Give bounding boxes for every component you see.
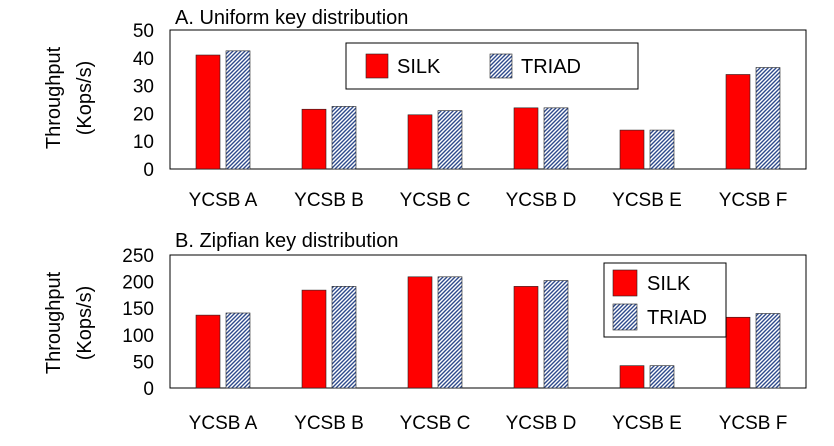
x-category-label: YCSB B (294, 190, 364, 211)
bar-triad-ycsb-f (755, 67, 781, 170)
legend-swatch-triad (489, 53, 513, 79)
x-categories: YCSB A YCSB B YCSB C YCSB D YCSB E YCSB F (189, 413, 788, 434)
legend-swatch-silk (365, 53, 389, 79)
bar-triad-ycsb-a (225, 50, 251, 170)
bar-triad-ycsb-d (543, 280, 569, 389)
y-axis-label: Throughput (Kops/s) (43, 46, 96, 149)
bar-triad-ycsb-b (331, 106, 357, 170)
bar-silk-ycsb-d (513, 107, 539, 170)
plot-frame (169, 29, 807, 170)
y-tick-label: 30 (133, 77, 154, 98)
x-category-label: YCSB A (189, 190, 258, 211)
bar-triad-ycsb-e (649, 365, 675, 389)
y-tick-label: 20 (133, 104, 154, 125)
x-category-label: YCSB E (612, 190, 682, 211)
bar-silk-ycsb-f (725, 316, 751, 389)
x-category-label: YCSB B (294, 413, 364, 434)
y-tick-label: 100 (122, 326, 154, 347)
chart-title: A. Uniform key distribution (175, 7, 408, 29)
bar-triad-ycsb-f (755, 313, 781, 389)
bar-silk-ycsb-b (301, 289, 327, 389)
y-tick-label: 50 (133, 21, 154, 42)
bar-silk-ycsb-c (407, 114, 433, 170)
bar-silk-ycsb-e (619, 129, 645, 170)
bar-triad-ycsb-a (225, 312, 251, 389)
bars (195, 50, 781, 170)
x-category-label: YCSB E (612, 413, 682, 434)
bar-silk-ycsb-e (619, 365, 645, 389)
y-axis-label: Throughput (Kops/s) (43, 271, 96, 374)
bars (195, 276, 781, 389)
bar-silk-ycsb-b (301, 108, 327, 170)
legend-swatch-triad (612, 303, 638, 331)
x-category-label: YCSB F (719, 190, 788, 211)
legend-label-silk: SILK (647, 273, 691, 295)
plot-frame (169, 254, 807, 389)
bar-triad-ycsb-d (543, 107, 569, 170)
legend-label-triad: TRIAD (521, 56, 581, 78)
chart-zipfian: B. Zipfian key distribution Throughput (… (43, 230, 807, 434)
y-axis-label-line-1: Throughput (43, 46, 65, 149)
bar-triad-ycsb-b (331, 286, 357, 389)
x-category-label: YCSB D (506, 190, 577, 211)
y-ticks: 0 10 20 30 40 50 (133, 21, 154, 181)
legend: SILK TRIAD (345, 42, 639, 90)
y-axis-label-line-2: (Kops/s) (74, 286, 96, 360)
y-tick-label: 40 (133, 49, 154, 70)
x-category-label: YCSB A (189, 413, 258, 434)
bar-silk-ycsb-d (513, 286, 539, 389)
bar-triad-ycsb-c (437, 276, 463, 389)
legend: SILK TRIAD (603, 262, 727, 338)
y-tick-label: 150 (122, 299, 154, 320)
y-tick-label: 50 (133, 352, 154, 373)
chart-uniform: A. Uniform key distribution Throughput (… (43, 7, 807, 211)
x-category-label: YCSB F (719, 413, 788, 434)
y-tick-label: 250 (122, 246, 154, 267)
legend-swatch-silk (612, 269, 638, 297)
chart-title: B. Zipfian key distribution (175, 230, 398, 252)
x-category-label: YCSB D (506, 413, 577, 434)
bar-silk-ycsb-a (195, 54, 221, 170)
y-tick-label: 0 (143, 379, 154, 400)
y-tick-label: 200 (122, 273, 154, 294)
bar-triad-ycsb-e (649, 129, 675, 170)
y-axis-label-line-1: Throughput (43, 271, 65, 374)
bar-silk-ycsb-c (407, 276, 433, 389)
bar-silk-ycsb-a (195, 314, 221, 389)
y-ticks: 0 50 100 150 200 250 (122, 246, 154, 400)
y-tick-label: 0 (143, 160, 154, 181)
bar-silk-ycsb-f (725, 74, 751, 170)
legend-label-triad: TRIAD (647, 307, 707, 329)
y-tick-label: 10 (133, 132, 154, 153)
y-axis-label-line-2: (Kops/s) (74, 61, 96, 135)
legend-label-silk: SILK (397, 56, 441, 78)
x-categories: YCSB A YCSB B YCSB C YCSB D YCSB E YCSB F (189, 190, 788, 211)
x-category-label: YCSB C (400, 190, 471, 211)
bar-triad-ycsb-c (437, 110, 463, 170)
x-category-label: YCSB C (400, 413, 471, 434)
